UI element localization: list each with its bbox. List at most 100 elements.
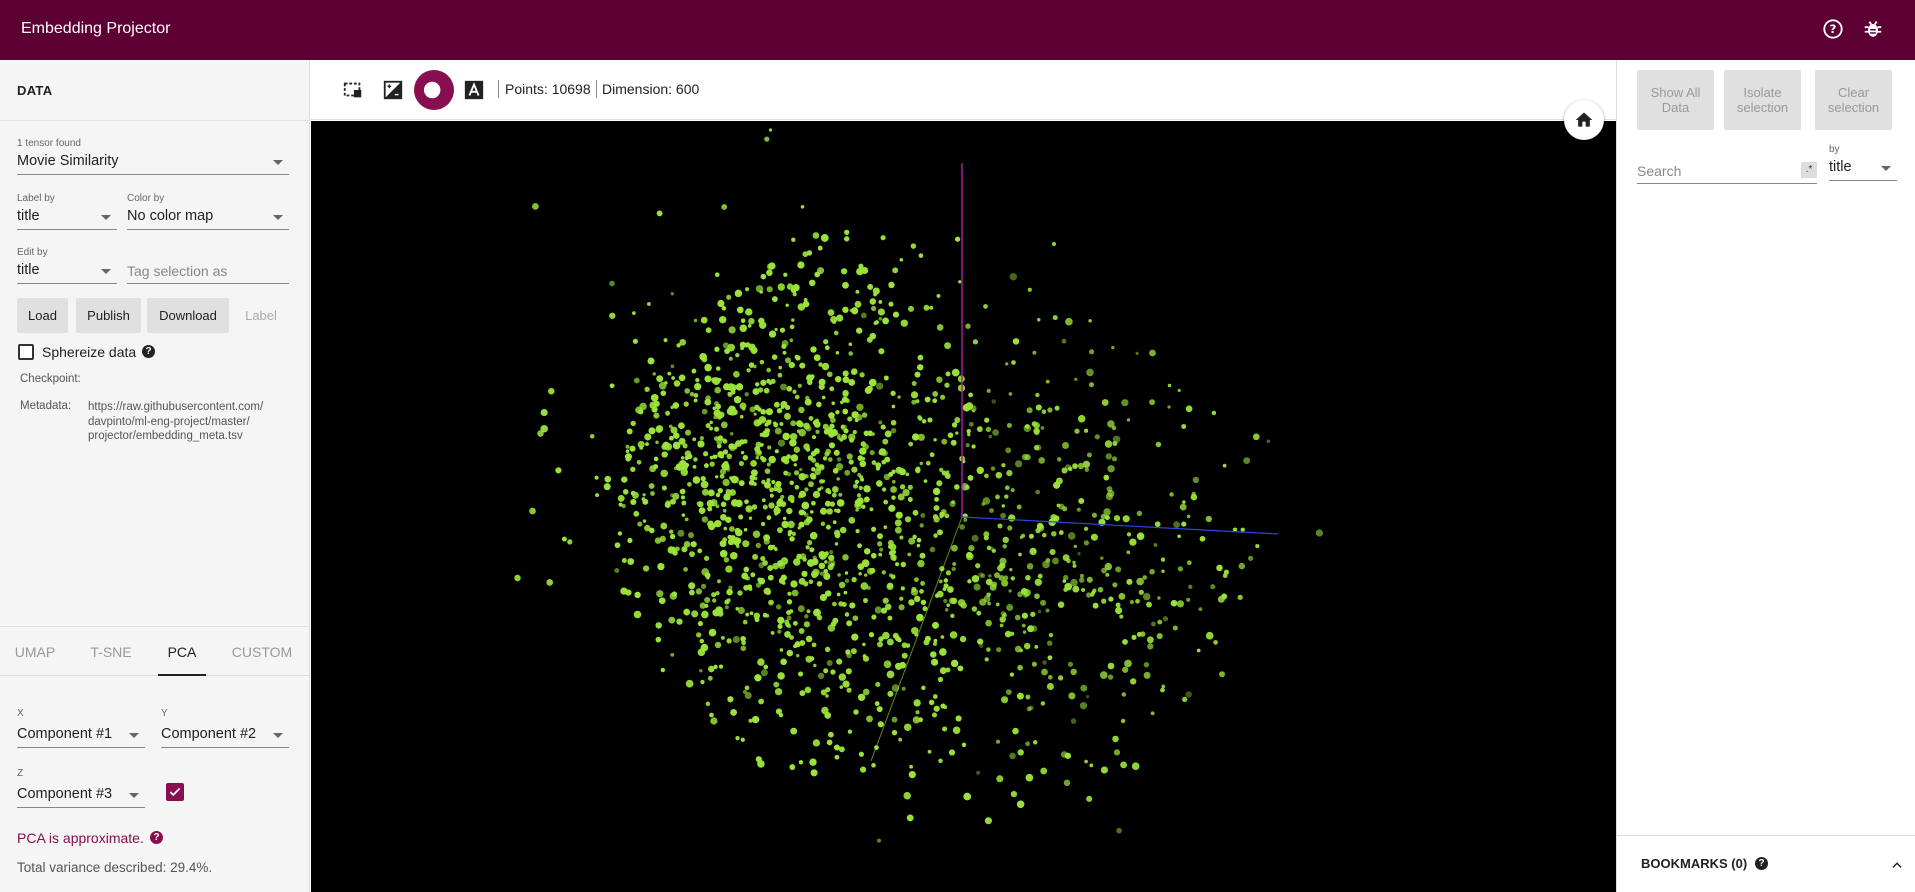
embedding-point[interactable] <box>878 420 883 425</box>
embedding-point[interactable] <box>1126 532 1132 537</box>
embedding-point[interactable] <box>888 281 895 289</box>
embedding-point[interactable] <box>1070 718 1077 724</box>
embedding-point[interactable] <box>1115 566 1122 573</box>
embedding-point[interactable] <box>812 435 816 439</box>
embedding-point[interactable] <box>799 468 803 472</box>
embedding-point[interactable] <box>724 605 729 610</box>
embedding-point[interactable] <box>726 294 732 300</box>
embedding-point[interactable] <box>1068 692 1076 700</box>
embedding-point[interactable] <box>1016 504 1022 510</box>
embedding-point[interactable] <box>986 592 991 597</box>
embedding-point[interactable] <box>873 292 877 297</box>
embedding-point[interactable] <box>998 575 1005 581</box>
embedding-point[interactable] <box>825 590 832 597</box>
embedding-point[interactable] <box>762 613 768 618</box>
chevron-up-icon[interactable] <box>1890 858 1904 872</box>
embedding-point[interactable] <box>868 632 875 638</box>
embedding-point[interactable] <box>1048 675 1053 680</box>
bug-icon[interactable] <box>1862 18 1884 40</box>
embedding-point[interactable] <box>1014 645 1022 653</box>
embedding-point[interactable] <box>949 631 958 639</box>
embedding-point[interactable] <box>1185 405 1193 413</box>
embedding-point[interactable] <box>660 667 665 673</box>
embedding-point[interactable] <box>653 464 658 469</box>
embedding-point[interactable] <box>1104 562 1112 571</box>
embedding-point[interactable] <box>590 434 595 439</box>
embedding-point[interactable] <box>1105 493 1113 501</box>
embedding-point[interactable] <box>719 473 725 479</box>
embedding-point[interactable] <box>881 570 886 575</box>
embedding-point[interactable] <box>1056 503 1061 508</box>
point-cloud[interactable] <box>311 121 1616 892</box>
clear-selection-button[interactable]: Clear selection <box>1815 70 1892 130</box>
embedding-point[interactable] <box>648 483 655 489</box>
embedding-point[interactable] <box>1103 508 1111 516</box>
embedding-point[interactable] <box>920 581 925 586</box>
embedding-point[interactable] <box>529 507 536 515</box>
embedding-point[interactable] <box>908 599 915 606</box>
embedding-point[interactable] <box>1121 399 1129 407</box>
embedding-point[interactable] <box>924 396 931 403</box>
embedding-point[interactable] <box>1047 640 1053 646</box>
embedding-point[interactable] <box>1210 584 1216 590</box>
embedding-point[interactable] <box>728 326 736 334</box>
embedding-point[interactable] <box>983 595 991 603</box>
embedding-point[interactable] <box>776 487 783 493</box>
embedding-point[interactable] <box>1182 696 1188 703</box>
embedding-point[interactable] <box>822 456 828 461</box>
embedding-point[interactable] <box>944 342 951 349</box>
embedding-point[interactable] <box>809 547 815 553</box>
embedding-point[interactable] <box>745 342 751 348</box>
embedding-point[interactable] <box>771 354 778 360</box>
embedding-point[interactable] <box>766 286 773 293</box>
embedding-point[interactable] <box>701 516 709 523</box>
embedding-point[interactable] <box>917 364 924 371</box>
embedding-point[interactable] <box>939 579 943 584</box>
embedding-point[interactable] <box>859 372 865 378</box>
embedding-point[interactable] <box>866 385 873 392</box>
embedding-point[interactable] <box>670 498 676 505</box>
embedding-point[interactable] <box>1167 405 1171 409</box>
embedding-point[interactable] <box>824 560 828 564</box>
embedding-point[interactable] <box>786 599 793 605</box>
embedding-point[interactable] <box>1074 428 1080 434</box>
embedding-point[interactable] <box>1167 405 1171 409</box>
embedding-point[interactable] <box>768 455 776 464</box>
embedding-point[interactable] <box>776 408 783 414</box>
embedding-point[interactable] <box>811 500 816 506</box>
embedding-point[interactable] <box>797 526 801 530</box>
embedding-point[interactable] <box>932 622 939 629</box>
embedding-point[interactable] <box>1067 532 1076 540</box>
embedding-point[interactable] <box>825 488 831 494</box>
embedding-point[interactable] <box>983 595 991 603</box>
embedding-point[interactable] <box>908 305 914 312</box>
embedding-point[interactable] <box>1031 421 1038 427</box>
embedding-point[interactable] <box>939 648 947 656</box>
embedding-point[interactable] <box>760 273 767 280</box>
embedding-point[interactable] <box>805 655 813 663</box>
embedding-point[interactable] <box>748 516 753 520</box>
embedding-point[interactable] <box>757 407 762 412</box>
embedding-point[interactable] <box>614 542 621 548</box>
embedding-point[interactable] <box>655 636 661 643</box>
embedding-point[interactable] <box>895 662 902 670</box>
embedding-point[interactable] <box>1005 485 1010 491</box>
embedding-point[interactable] <box>984 657 989 662</box>
embedding-point[interactable] <box>916 543 921 548</box>
embedding-point[interactable] <box>695 588 702 595</box>
embedding-point[interactable] <box>983 531 990 538</box>
embedding-point[interactable] <box>982 497 991 505</box>
embedding-point[interactable] <box>705 701 711 706</box>
embedding-point[interactable] <box>1010 791 1018 798</box>
embedding-point[interactable] <box>1186 597 1191 602</box>
embedding-point[interactable] <box>851 368 858 375</box>
embedding-point[interactable] <box>690 541 697 548</box>
embedding-point[interactable] <box>625 444 630 449</box>
embedding-point[interactable] <box>789 536 795 542</box>
embedding-point[interactable] <box>1084 467 1089 472</box>
embedding-point[interactable] <box>847 729 853 734</box>
embedding-point[interactable] <box>779 648 784 652</box>
embedding-point[interactable] <box>735 607 739 611</box>
embedding-point[interactable] <box>860 441 866 447</box>
embedding-point[interactable] <box>1064 752 1071 759</box>
